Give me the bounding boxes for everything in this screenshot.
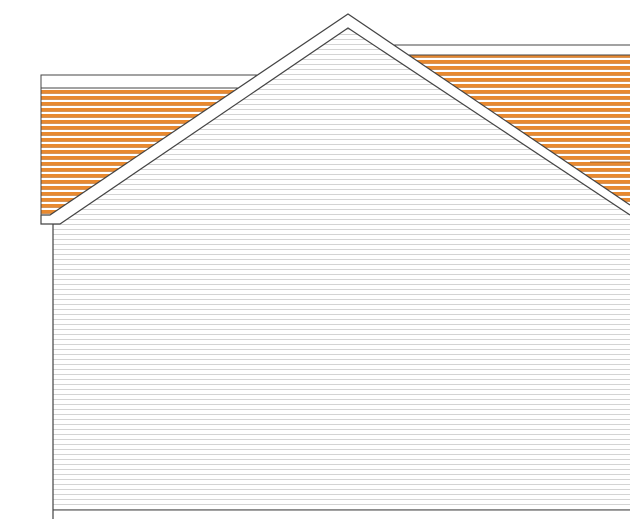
fascia-outer bbox=[41, 13, 630, 216]
gable-wall bbox=[53, 28, 630, 510]
roof-left bbox=[41, 88, 238, 215]
roof-left-edge bbox=[40, 74, 257, 215]
fascia-inner bbox=[40, 27, 630, 225]
